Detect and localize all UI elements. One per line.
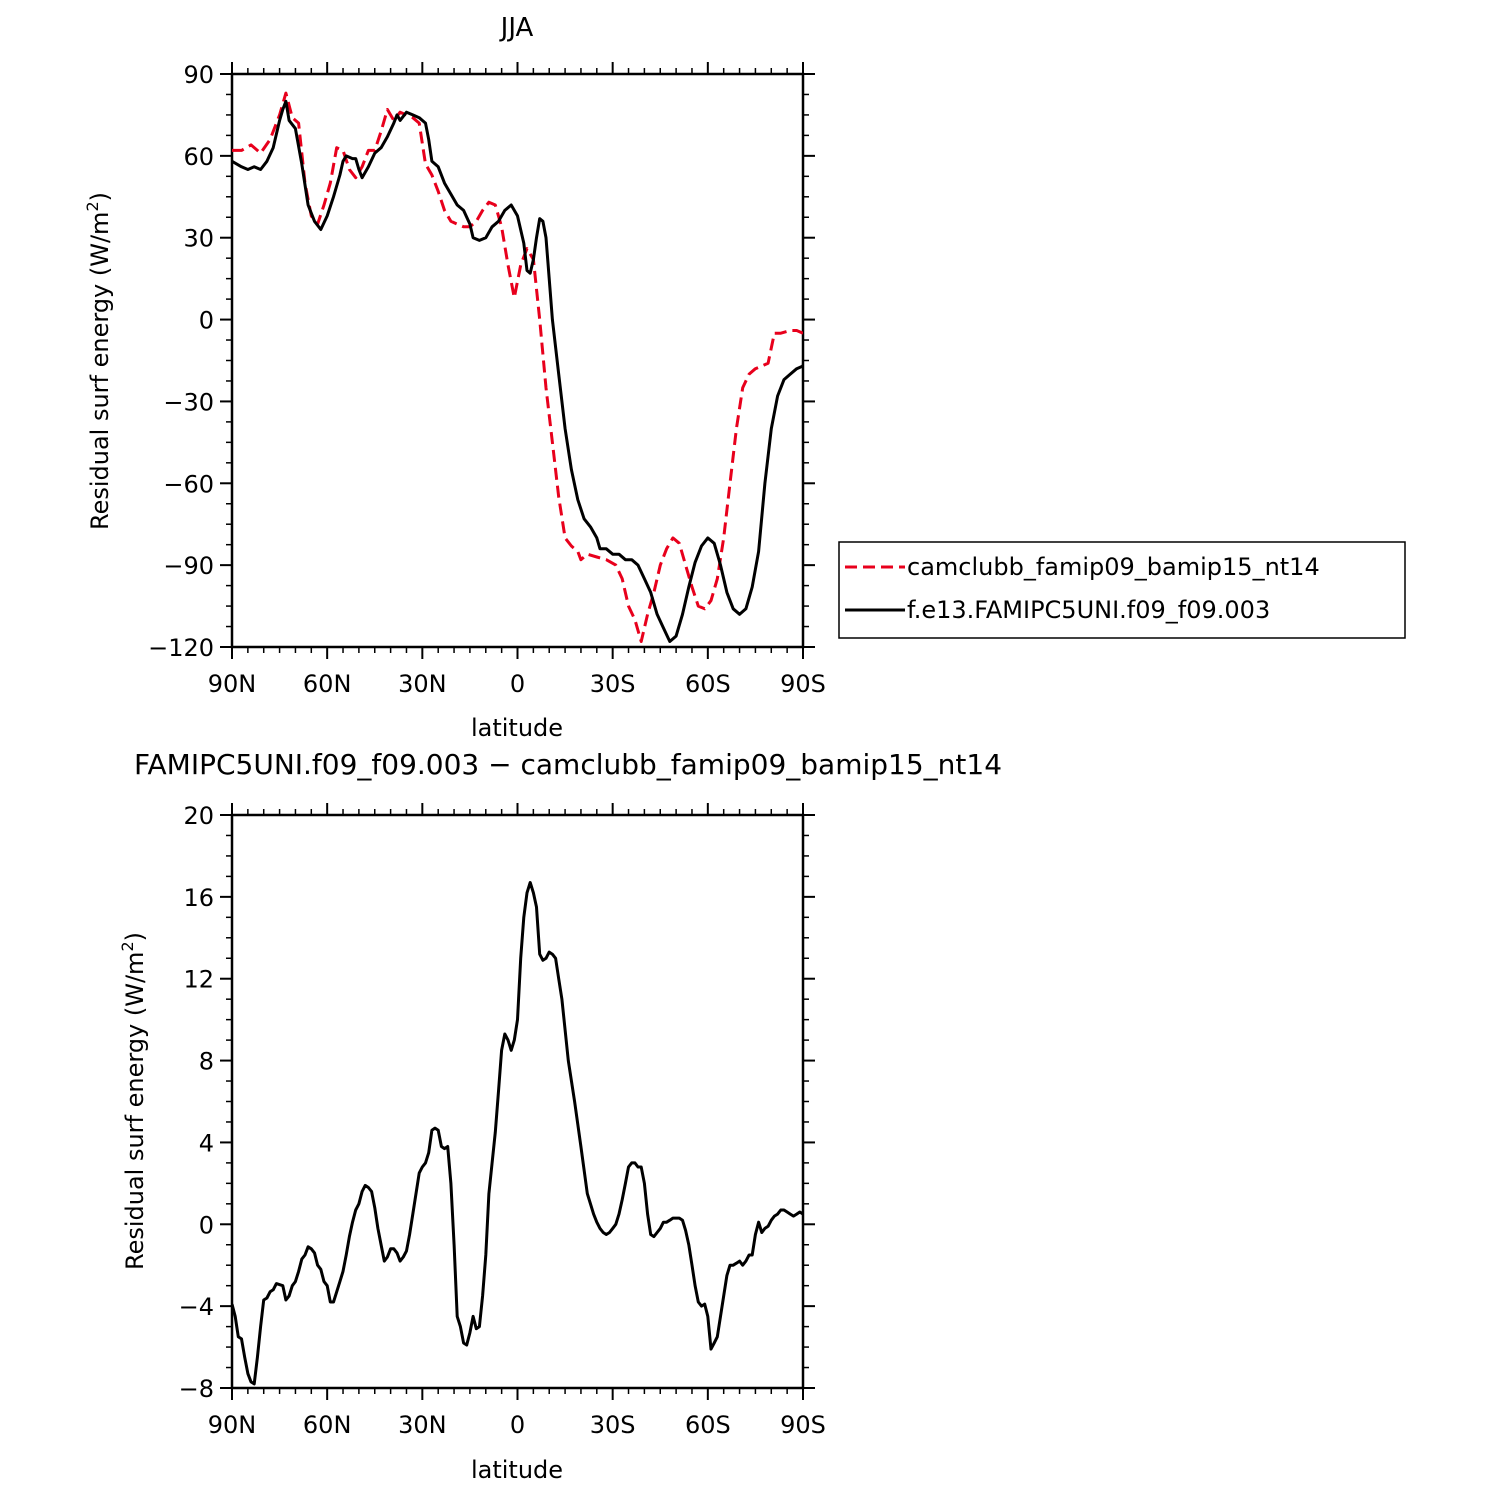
top-x-axis-label: latitude xyxy=(471,714,563,742)
bottom-y-axis-label: Residual surf energy (W/m2) xyxy=(118,932,149,1270)
bottom-plot-area xyxy=(230,813,805,1390)
bottom-y-axis-label-sup: 2 xyxy=(118,941,137,951)
top-x-tick-label: 30N xyxy=(398,670,447,698)
top-y-ticks: 90 60 30 0 −30 −60 −90 −120 xyxy=(148,61,815,662)
top-x-ticks: 90N 60N 30N 0 30S 60S 90S xyxy=(208,62,826,698)
bottom-series-line-1 xyxy=(232,881,803,1386)
bottom-x-tick-label: 30S xyxy=(590,1411,636,1439)
top-x-tick-label: 30S xyxy=(590,670,636,698)
bottom-chart: FAMIPC5UNI.f09_f09.003 − camclubb_famip0… xyxy=(118,748,1002,1484)
bottom-y-tick-label: 4 xyxy=(199,1129,214,1157)
bottom-y-tick-label: 0 xyxy=(199,1211,214,1239)
bottom-chart-title: FAMIPC5UNI.f09_f09.003 − camclubb_famip0… xyxy=(134,748,1002,781)
bottom-y-tick-label: −4 xyxy=(179,1293,214,1321)
bottom-y-tick-label: 20 xyxy=(183,802,214,830)
bottom-y-tick-label: 16 xyxy=(183,884,214,912)
bottom-x-tick-label: 60N xyxy=(303,1411,352,1439)
legend-label-series-2: f.e13.FAMIPC5UNI.f09_f09.003 xyxy=(907,596,1270,624)
bottom-y-axis-label-main: Residual surf energy (W/m xyxy=(121,952,149,1270)
top-y-tick-label: 90 xyxy=(183,61,214,89)
bottom-x-tick-label: 30N xyxy=(398,1411,447,1439)
top-series-line-1 xyxy=(232,91,803,643)
top-x-tick-label: 90N xyxy=(208,670,257,698)
bottom-y-tick-label: 12 xyxy=(183,966,214,994)
top-y-tick-label: −120 xyxy=(148,634,214,662)
top-chart-title: JJA xyxy=(499,13,534,43)
top-x-tick-label: 0 xyxy=(510,670,525,698)
bottom-x-ticks: 90N 60N 30N 0 30S 60S 90S xyxy=(208,803,826,1439)
bottom-y-tick-label: 8 xyxy=(199,1048,214,1076)
top-x-tick-label: 60S xyxy=(685,670,731,698)
legend-label-series-1: camclubb_famip09_bamip15_nt14 xyxy=(907,553,1320,581)
bottom-y-ticks: 20 16 12 8 4 0 −4 −8 xyxy=(179,802,815,1403)
top-x-tick-label: 90S xyxy=(780,670,826,698)
top-y-tick-label: 30 xyxy=(183,225,214,253)
top-y-axis-label-close: ) xyxy=(86,192,114,201)
bottom-y-axis-label-close: ) xyxy=(121,932,149,941)
top-y-axis-label: Residual surf energy (W/m2) xyxy=(83,192,114,530)
top-chart: JJA 90 60 30 0 −30 −60 −90 −120 90N 60N 30N 0 30S 60… xyxy=(83,13,826,742)
top-y-axis-label-sup: 2 xyxy=(83,201,102,211)
legend: camclubb_famip09_bamip15_nt14 f.e13.FAMI… xyxy=(838,541,1406,639)
bottom-x-tick-label: 60S xyxy=(685,1411,731,1439)
top-series-line-2 xyxy=(232,99,803,643)
top-y-tick-label: 60 xyxy=(183,143,214,171)
bottom-series-group xyxy=(232,881,803,1386)
top-chart-frame xyxy=(230,72,805,649)
top-plot-area xyxy=(230,72,805,649)
bottom-x-tick-label: 90S xyxy=(780,1411,826,1439)
bottom-x-tick-label: 0 xyxy=(510,1411,525,1439)
top-y-tick-label: −90 xyxy=(163,552,214,580)
bottom-x-axis-label: latitude xyxy=(471,1456,563,1484)
bottom-x-tick-label: 90N xyxy=(208,1411,257,1439)
legend-box xyxy=(838,541,1406,639)
top-series-group xyxy=(232,91,803,643)
top-y-axis-label-main: Residual surf energy (W/m xyxy=(86,212,114,530)
bottom-y-tick-label: −8 xyxy=(179,1375,214,1403)
top-y-tick-label: −30 xyxy=(163,388,214,416)
top-x-tick-label: 60N xyxy=(303,670,352,698)
top-y-tick-label: −60 xyxy=(163,470,214,498)
top-y-tick-label: 0 xyxy=(199,307,214,335)
